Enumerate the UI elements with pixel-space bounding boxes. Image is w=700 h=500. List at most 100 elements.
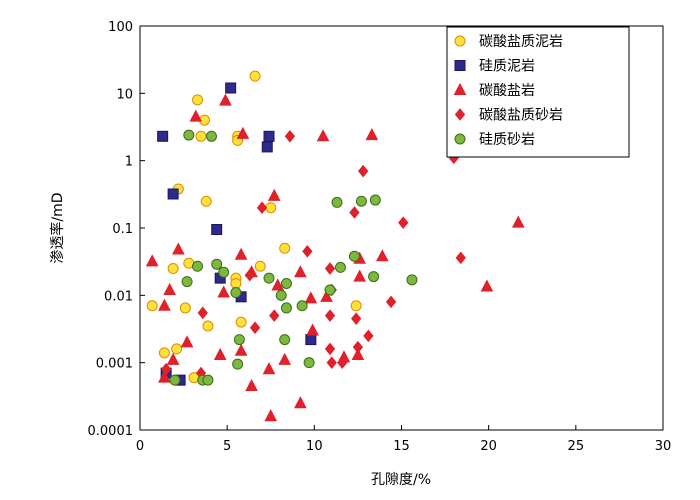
data-point (324, 309, 336, 322)
data-point (304, 291, 318, 304)
data-point (279, 242, 291, 254)
y-tick-label: 0.001 (96, 357, 133, 372)
data-point (264, 409, 278, 422)
data-point (265, 202, 277, 214)
series-4 (169, 129, 418, 386)
legend-marker-1 (454, 60, 466, 71)
data-point (350, 300, 362, 312)
data-point (254, 260, 266, 272)
data-point (202, 320, 214, 332)
data-point (161, 362, 172, 376)
data-point (337, 356, 348, 369)
data-point (271, 278, 285, 291)
data-point (316, 129, 330, 142)
data-point (284, 130, 296, 143)
legend-label-4: 硅质砂岩 (479, 132, 535, 148)
data-point (294, 396, 307, 409)
legend-marker-0 (454, 35, 466, 47)
data-point (326, 356, 337, 369)
data-point (306, 323, 319, 336)
data-point (172, 242, 185, 255)
data-point (230, 287, 242, 299)
x-tick-label: 25 (568, 439, 585, 454)
y-tick-label: 0.01 (104, 289, 133, 304)
data-point (331, 196, 343, 208)
data-point (269, 309, 280, 322)
data-point (158, 370, 171, 383)
data-point (249, 70, 261, 82)
data-point (455, 251, 466, 265)
data-point (348, 250, 360, 262)
data-point (296, 300, 308, 312)
y-tick-label: 0.1 (112, 222, 133, 237)
data-point (349, 206, 360, 219)
data-point (235, 316, 247, 328)
data-point (202, 374, 214, 386)
data-point (275, 289, 287, 301)
data-point (280, 277, 292, 289)
data-point (351, 312, 362, 325)
y-tick-label: 1 (125, 155, 133, 170)
data-point (256, 201, 268, 215)
data-point (232, 358, 244, 370)
data-point (324, 284, 336, 296)
data-point (166, 352, 180, 365)
data-point (245, 378, 258, 392)
series-2 (145, 93, 525, 422)
x-tick-label: 0 (136, 439, 144, 454)
data-point (211, 223, 223, 235)
data-point (324, 342, 336, 356)
legend-marker-4 (454, 133, 466, 145)
axis-ticks: 0 5 10 15 20 25 30 0.0001 0.001 0.01 0.1 1 10 100 (88, 20, 672, 454)
data-point (244, 268, 255, 282)
x-tick-label: 30 (655, 439, 672, 454)
data-point (511, 215, 525, 228)
data-point (158, 298, 171, 311)
data-point (375, 249, 389, 262)
y-tick-label: 100 (108, 20, 133, 35)
legend-marker-2 (453, 82, 467, 95)
data-point (189, 109, 203, 122)
data-point (181, 276, 193, 288)
data-point (213, 347, 227, 360)
data-point (180, 335, 194, 348)
data-point (234, 343, 248, 356)
data-point (261, 141, 273, 153)
data-point (480, 279, 494, 292)
y-axis-title: 渗透率/mD (49, 192, 66, 263)
data-point (171, 343, 183, 355)
data-point (263, 130, 275, 142)
data-point (278, 352, 292, 365)
data-point (385, 295, 397, 309)
data-point (262, 362, 276, 375)
data-point (197, 306, 208, 320)
data-point (183, 129, 195, 141)
data-point (320, 289, 333, 302)
data-point (249, 321, 261, 335)
y-tick-label: 0.0001 (88, 424, 134, 439)
data-point (280, 302, 292, 314)
data-point (236, 126, 250, 139)
legend-label-0: 碳酸盐质泥岩 (479, 34, 563, 50)
data-point (230, 277, 242, 289)
data-point (145, 254, 159, 267)
data-point (353, 269, 366, 282)
x-tick-label: 20 (480, 439, 497, 454)
data-point (355, 195, 367, 207)
data-point (279, 334, 291, 346)
data-point (294, 265, 307, 278)
legend-label-3: 碳酸盐质砂岩 (479, 108, 563, 124)
x-tick-label: 10 (306, 439, 323, 454)
data-point (368, 271, 380, 283)
data-point (334, 261, 346, 273)
y-tick-label: 10 (116, 87, 133, 102)
data-point (233, 334, 245, 346)
data-point (167, 263, 179, 275)
data-point (167, 188, 179, 200)
data-point (369, 194, 381, 206)
data-point (363, 329, 374, 343)
data-point (192, 94, 204, 106)
